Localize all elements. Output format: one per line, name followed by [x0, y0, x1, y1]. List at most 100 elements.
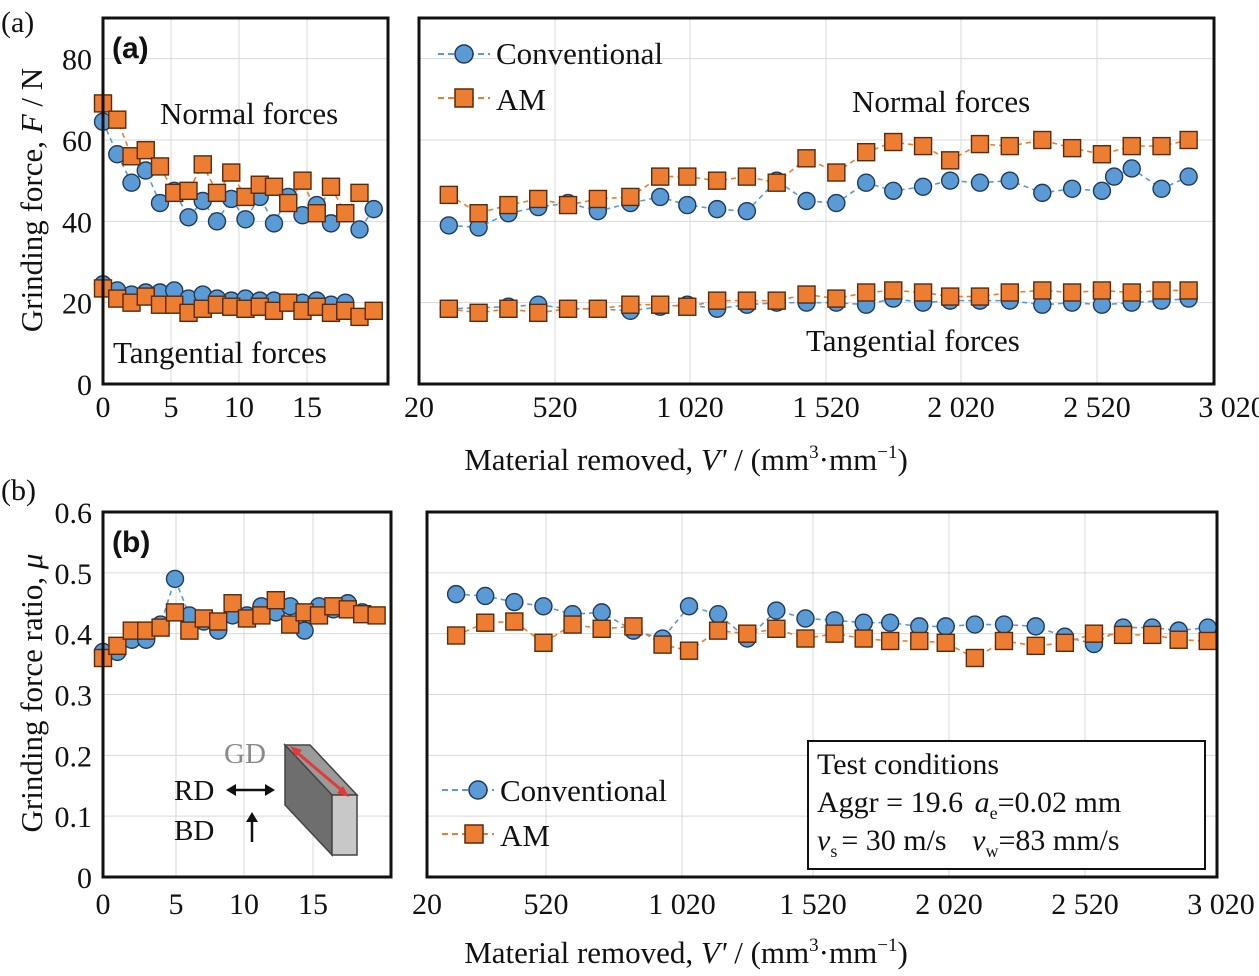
conventional-a-right-normal-point [797, 191, 816, 211]
x-tick-label-left: 15 [298, 888, 328, 921]
am-a-right-tangential-point [856, 283, 876, 302]
am-a-right-tangential-point [1033, 281, 1052, 300]
panel-a-y-axis-label: Grinding force, F / N [14, 68, 49, 332]
am-a-right-normal-point [558, 195, 578, 215]
am-a-right-normal-point [529, 189, 548, 209]
panel-a: 0 20 40 60 80 0 5 10 15 20 520 1 020 1 520 2 020 2 52… [14, 16, 1259, 477]
conventional-b-left-point [165, 569, 185, 589]
y-tick-label: 0.1 [55, 801, 93, 834]
x-tick-label-left: 0 [96, 888, 111, 921]
am-a-left-normal-point [350, 183, 369, 203]
panel-b-x-ticks: 0 5 10 15 20 520 1 020 1 520 2 020 2 520 3 020 [96, 888, 1255, 921]
am-b-left-point [108, 636, 127, 656]
panel-a-x-label-sup1: 3 [809, 442, 819, 463]
am-a-right-normal-point [767, 173, 786, 192]
conventional-a-right-normal-point [827, 193, 846, 213]
specimen-diagram: GD RD BD [174, 738, 359, 857]
am-a-right-tangential-point [1000, 283, 1019, 302]
conventional-a-left-normal-point [122, 173, 141, 192]
bd-label: BD [174, 815, 214, 847]
y-tick-label: 0.6 [55, 497, 93, 530]
x-tick-label-right: 2 520 [1051, 888, 1119, 921]
y-tick-label: 0 [77, 862, 92, 895]
vs-subscript: s [830, 841, 837, 861]
am-b-right-point [825, 624, 844, 643]
y-tick-label: 0.3 [55, 680, 93, 713]
conventional-b-right-point [446, 584, 466, 604]
vw-subscript: w [985, 841, 998, 861]
conventional-a-left-normal-point [350, 220, 369, 239]
am-a-right-tangential-point [499, 299, 518, 318]
panel-b-x-label-unit: / (mm [727, 935, 810, 970]
am-b-right-point [910, 631, 929, 651]
x-tick-label-right: 20 [412, 888, 442, 921]
x-tick-label-right: 3 020 [1187, 888, 1255, 921]
panel-b-x-label-var: V' [701, 935, 728, 970]
am-a-right-normal-point [1179, 130, 1198, 150]
am-b-right-point [738, 624, 757, 643]
am-b-right-point [880, 631, 900, 651]
am-a-right-tangential-point [588, 299, 608, 318]
tangential-forces-left-label: Tangential forces [113, 335, 327, 370]
am-a-right-normal-point [439, 185, 459, 205]
x-tick-label-right: 2 020 [927, 391, 995, 424]
conventional-a-left-normal-point [150, 193, 170, 213]
test-conditions-title: Test conditions [817, 748, 999, 781]
panel-b-inset-label: (b) [112, 526, 150, 559]
gd-label: GD [224, 738, 266, 770]
legend-a-conv-label: Conventional [496, 36, 663, 71]
x-tick-label-left: 10 [229, 888, 259, 921]
am-b-right-point [624, 617, 643, 636]
am-a-right-normal-point [827, 163, 846, 182]
am-a-left-normal-point [264, 177, 284, 196]
panel-b-x-axis-label: Material removed, V' / (mm3·mm−1) [464, 935, 908, 970]
am-b-right-point [1113, 625, 1133, 645]
x-tick-label-right: 2 020 [915, 888, 983, 921]
am-a-right-tangential-point [827, 289, 846, 308]
am-a-right-tangential-point [707, 291, 727, 310]
conventional-b-right-point [767, 601, 786, 620]
am-a-right-normal-point [1092, 145, 1112, 164]
panel-b-x-label-mid: ·mm [819, 935, 878, 970]
conventional-a-right-normal-point [1033, 183, 1052, 203]
am-a-left-normal-point [179, 181, 198, 201]
panel-a-y-label-main: Grinding force, [14, 133, 49, 332]
gd-arrowhead-start [290, 746, 302, 757]
am-b-right-point [965, 648, 985, 668]
am-a-right-tangential-point [1092, 281, 1112, 300]
am-a-right-tangential-point [1152, 281, 1171, 300]
am-a-right-tangential-point [913, 283, 933, 302]
am-a-left-normal-point [236, 187, 255, 207]
am-a-right-normal-point [1062, 138, 1082, 158]
gd-arrowhead-end [337, 786, 349, 797]
x-tick-label-right: 520 [533, 391, 578, 424]
conventional-a-right-normal-point [884, 181, 903, 201]
conventional-a-right-normal-point [707, 199, 727, 219]
y-tick-label: 60 [62, 125, 92, 158]
panel-b-y-label-var: μ [14, 554, 49, 571]
am-a-left-normal-point [222, 163, 241, 182]
am-a-left-normal-point [293, 171, 312, 190]
am-a-right-normal-point [1152, 136, 1171, 156]
am-b-right-point [1169, 630, 1188, 649]
panel-b-y-label-main: Grinding force ratio, [14, 569, 49, 832]
rd-label: RD [174, 775, 214, 807]
am-a-right-tangential-point [940, 287, 960, 306]
conventional-b-right-point [936, 617, 955, 636]
panel-b-label: (b) [1, 474, 36, 507]
am-a-right-normal-point [970, 134, 990, 154]
legend-a-am-marker [454, 88, 474, 108]
panel-a-x-label-var: V' [701, 442, 728, 477]
y-tick-label: 80 [62, 44, 92, 77]
y-tick-label: 0 [77, 369, 92, 402]
am-a-right-normal-point [884, 132, 903, 152]
am-b-right-point [679, 641, 699, 660]
am-a-right-tangential-point [767, 291, 786, 310]
panel-a-x-label-main: Material removed, [464, 442, 701, 477]
y-tick-label: 40 [62, 206, 92, 239]
x-tick-label-left: 0 [96, 391, 111, 424]
specimen-side-face [331, 794, 358, 856]
am-a-right-tangential-point [439, 299, 459, 318]
x-tick-label-left: 5 [164, 391, 179, 424]
vw-symbol: v [972, 824, 986, 857]
